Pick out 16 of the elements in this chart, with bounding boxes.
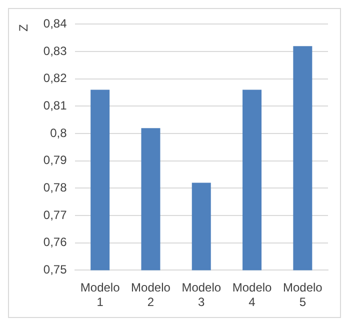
y-tick-label: 0,81 [43, 98, 68, 113]
x-tick-label: Modelo 1 [80, 280, 120, 310]
y-tick-label: 0,77 [43, 208, 68, 222]
y-tick-label: 0,79 [43, 153, 68, 168]
x-tick-label: Modelo 5 [282, 280, 323, 310]
y-tick-label: 0,82 [43, 71, 68, 86]
y-axis-title: Z [16, 24, 31, 32]
y-tick-label: 0,8 [50, 126, 68, 140]
x-tick-label: Modelo 3 [182, 280, 222, 310]
y-tick-label: 0,84 [43, 16, 68, 31]
y-tick-label: 0,76 [43, 235, 68, 250]
y-tick-label: 0,75 [43, 262, 68, 277]
y-tick-label: 0,78 [43, 180, 68, 195]
x-tick-label: Modelo 4 [232, 280, 272, 310]
x-tick-label: Modelo 2 [131, 280, 171, 310]
y-tick-label: 0,83 [43, 44, 68, 58]
